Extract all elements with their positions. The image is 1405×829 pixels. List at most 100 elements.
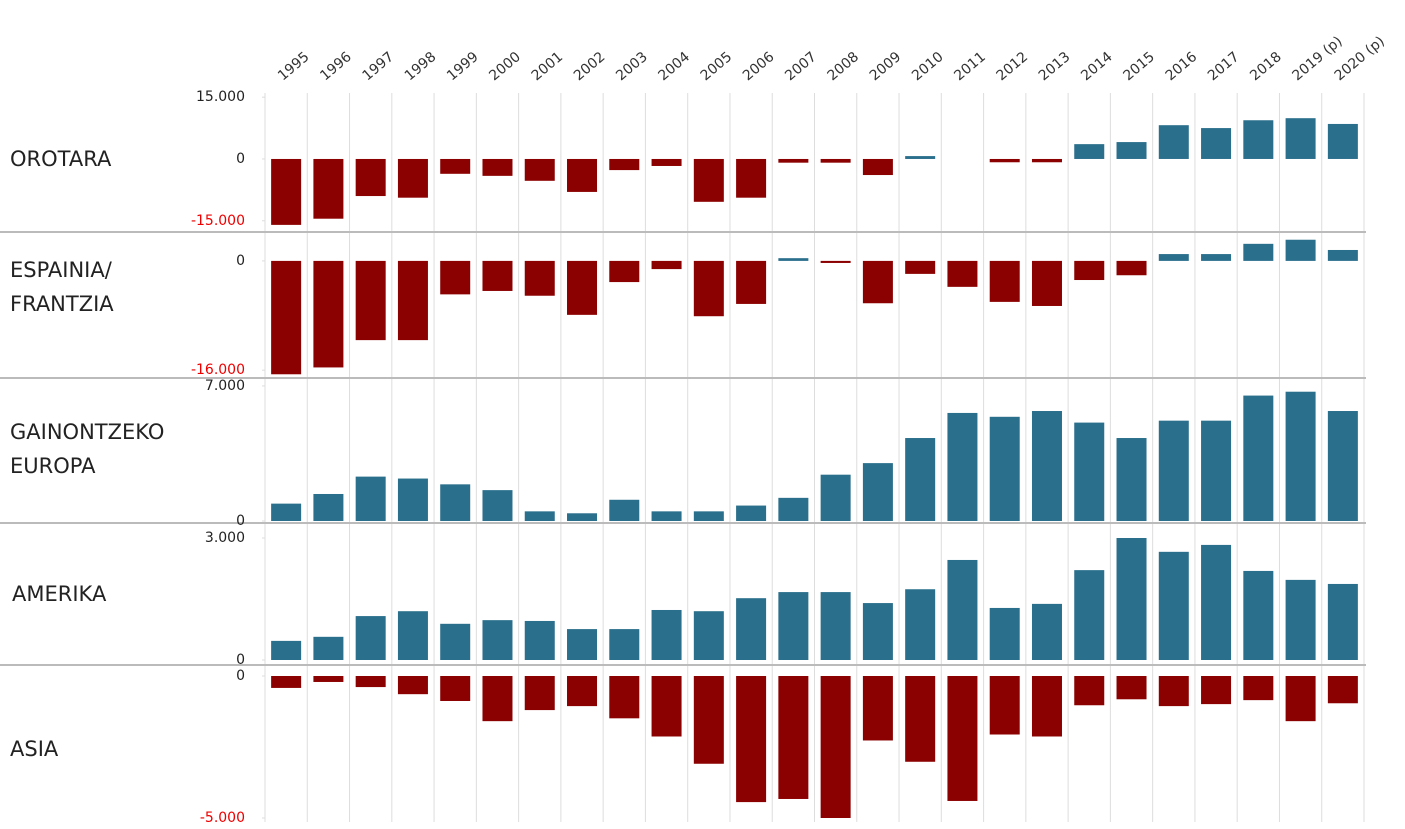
bar (1116, 142, 1147, 159)
bar (355, 676, 386, 688)
y-tick-label: 15.000 (196, 89, 245, 105)
bar (1074, 676, 1105, 706)
bar (736, 676, 767, 803)
bar (778, 497, 809, 521)
bar (1243, 676, 1274, 701)
x-tick-label: 2009 (867, 49, 905, 84)
bar (524, 260, 555, 296)
bar (989, 416, 1020, 521)
x-tick-label: 2006 (740, 49, 778, 84)
x-tick-label: 1995 (275, 49, 313, 84)
bar (397, 676, 428, 695)
bar (1327, 411, 1358, 521)
bar (736, 598, 767, 660)
bar (482, 676, 513, 722)
bar (440, 158, 471, 174)
bar (1116, 676, 1147, 700)
bar (693, 676, 724, 764)
x-tick-label: 2004 (655, 49, 693, 84)
bar (524, 511, 555, 521)
bar (905, 438, 936, 521)
bar (524, 676, 555, 711)
y-tick-label: 7.000 (205, 378, 245, 394)
bar (820, 676, 851, 818)
bar (397, 611, 428, 660)
bar (778, 158, 809, 163)
bar (862, 158, 893, 176)
bar (947, 260, 978, 287)
x-tick-label: 2016 (1163, 49, 1201, 84)
bar (651, 511, 682, 521)
row-label: ESPAINIA/ (10, 258, 113, 282)
bar (1116, 438, 1147, 521)
bar (1158, 254, 1189, 261)
bar (736, 505, 767, 521)
x-tick-label: 2014 (1078, 49, 1116, 84)
bar (989, 676, 1020, 735)
bar (1327, 123, 1358, 159)
bar (313, 260, 344, 368)
y-tick-label: 3.000 (205, 530, 245, 546)
bar (482, 260, 513, 291)
bar (1074, 422, 1105, 521)
bar (313, 158, 344, 219)
bar (862, 676, 893, 741)
x-tick-label: 2015 (1120, 49, 1158, 84)
bar (609, 629, 640, 660)
x-tick-label: 2013 (1036, 49, 1074, 84)
bar (567, 260, 598, 315)
bar (1074, 570, 1105, 660)
bar (1243, 395, 1274, 521)
bar (1201, 128, 1232, 159)
bar (1074, 260, 1105, 281)
bar (397, 478, 428, 521)
bar (778, 592, 809, 660)
bar (313, 676, 344, 682)
bar (1285, 239, 1316, 261)
bar (1158, 420, 1189, 521)
bar (1243, 120, 1274, 159)
bar (609, 499, 640, 521)
bar (1031, 411, 1062, 521)
x-tick-label: 1997 (360, 49, 398, 84)
bar (651, 260, 682, 270)
bar (355, 476, 386, 521)
row-label: AMERIKA (12, 582, 107, 606)
bar (1327, 583, 1358, 660)
bar (271, 158, 302, 225)
bar (482, 490, 513, 521)
x-tick-label: 1998 (402, 49, 440, 84)
bar (820, 592, 851, 660)
x-tick-label: 2000 (486, 49, 524, 84)
bar (820, 158, 851, 163)
x-tick-label: 2012 (994, 49, 1032, 84)
bar (693, 511, 724, 521)
bar (693, 158, 724, 202)
bar (862, 260, 893, 304)
bar (271, 676, 302, 688)
y-tick-label: 0 (236, 668, 245, 684)
x-tick-label: 2010 (909, 49, 947, 84)
bar (271, 260, 302, 375)
bar (905, 156, 936, 159)
bar (1031, 676, 1062, 737)
bar (567, 158, 598, 192)
x-tick-label: 2007 (782, 49, 820, 84)
bar (313, 493, 344, 521)
x-tick-label: 2017 (1205, 49, 1243, 84)
row-label: FRANTZIA (10, 292, 114, 316)
y-tick-label: 0 (236, 151, 245, 167)
bar (820, 260, 851, 263)
bar (1243, 570, 1274, 660)
bar (1285, 391, 1316, 521)
bar (609, 158, 640, 171)
x-tick-label: 2002 (571, 49, 609, 84)
x-tick-label: 2003 (613, 49, 651, 84)
bar (1201, 420, 1232, 521)
bar (778, 258, 809, 261)
bar (609, 260, 640, 283)
bar (1031, 260, 1062, 306)
bar (862, 463, 893, 521)
bar (440, 623, 471, 660)
bar (947, 559, 978, 660)
